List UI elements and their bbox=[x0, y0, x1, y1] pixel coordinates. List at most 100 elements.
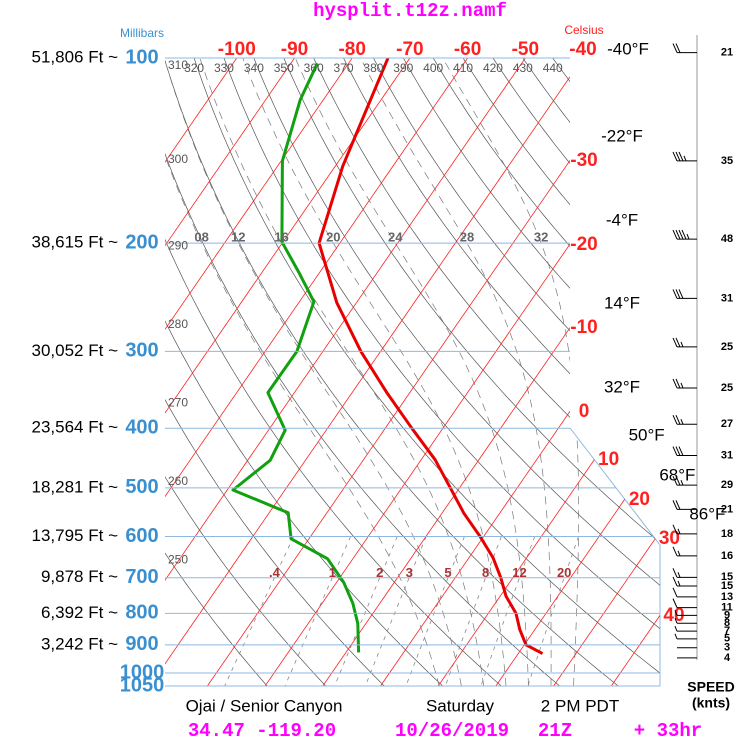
wind-barb bbox=[672, 446, 697, 457]
barb-tick bbox=[675, 229, 681, 240]
barb-tick bbox=[674, 610, 678, 616]
barb-tick bbox=[677, 572, 681, 578]
barb-tick bbox=[672, 337, 678, 348]
wind-speed-label: 11 bbox=[721, 602, 733, 614]
pressure-axis-label: Millibars bbox=[120, 26, 164, 40]
isotherm-label: 40 bbox=[663, 605, 684, 626]
wind-barb bbox=[672, 598, 697, 609]
wind-speed-label: 48 bbox=[721, 233, 733, 245]
barb-tick bbox=[672, 587, 678, 598]
barb-tick bbox=[672, 576, 678, 587]
wind-barb bbox=[672, 475, 697, 486]
pressure-label: 900 bbox=[125, 633, 158, 655]
chart-title: hysplit.t12z.namf bbox=[313, 0, 507, 22]
moist-adiabat-label: 24 bbox=[388, 230, 403, 245]
moist-adiabat-label: 32 bbox=[534, 230, 548, 245]
isotherm bbox=[553, 58, 660, 686]
mixing-ratio-label: 8 bbox=[482, 565, 489, 580]
date: 10/26/2019 bbox=[395, 720, 509, 741]
height-label: 23,564 Ft ~ bbox=[32, 418, 119, 437]
fahrenheit-label: 32°F bbox=[604, 377, 640, 396]
wind-speed-label: 13 bbox=[721, 591, 733, 603]
fahrenheit-label: 86°F bbox=[689, 504, 725, 523]
dry-adiabat bbox=[165, 58, 268, 686]
pressure-label: 400 bbox=[125, 417, 158, 439]
barb-tick bbox=[674, 618, 678, 624]
wind-speed-label: 18 bbox=[721, 528, 733, 540]
pressure-label: 300 bbox=[125, 340, 158, 362]
station: Ojai / Senior Canyon bbox=[186, 696, 343, 715]
barb-tick bbox=[675, 337, 681, 348]
height-label: 38,615 Ft ~ bbox=[32, 233, 119, 252]
dry-adiabat-label: 310 bbox=[168, 58, 188, 72]
barb-tick bbox=[672, 151, 678, 162]
barb-tick bbox=[672, 289, 678, 299]
barb-tick bbox=[686, 233, 690, 240]
moist-adiabat bbox=[165, 58, 440, 686]
barb-tick bbox=[675, 151, 681, 162]
moist-adiabat-label: 28 bbox=[460, 230, 474, 245]
dry-adiabat bbox=[223, 58, 660, 686]
barb-tick bbox=[677, 550, 681, 557]
mixing-ratio-line bbox=[334, 536, 398, 686]
wind-speed-label: 16 bbox=[721, 550, 733, 562]
isotherm-label: -20 bbox=[570, 234, 597, 255]
pressure-label: 200 bbox=[125, 231, 158, 253]
barb-tick bbox=[672, 43, 678, 53]
fahrenheit-label: -22°F bbox=[601, 126, 643, 145]
fahrenheit-label: 68°F bbox=[659, 465, 695, 484]
mixing-ratio-label: .4 bbox=[269, 565, 281, 580]
wind-speed-label: 5 bbox=[724, 633, 730, 645]
wind-barb bbox=[672, 289, 697, 299]
wind-speed-label: 27 bbox=[721, 418, 733, 430]
wind-speed-label: 4 bbox=[724, 652, 731, 664]
wind-barb bbox=[672, 43, 697, 54]
mixing-ratio-label: 20 bbox=[557, 565, 571, 580]
barb-tick bbox=[683, 155, 687, 162]
dry-adiabat bbox=[283, 58, 660, 686]
barb-tick bbox=[677, 528, 681, 535]
wind-axis-label: SPEED bbox=[687, 679, 734, 695]
barb-tick bbox=[672, 229, 678, 240]
dry-adiabat-label: 370 bbox=[334, 61, 354, 75]
height-label: 9,878 Ft ~ bbox=[41, 567, 118, 586]
dry-adiabat-label: 290 bbox=[168, 239, 188, 253]
barb-tick bbox=[672, 546, 678, 557]
moist-adiabat bbox=[442, 58, 579, 686]
barb-tick bbox=[678, 151, 684, 162]
wind-speed-label: 7 bbox=[724, 625, 730, 637]
dry-adiabat-label: 350 bbox=[274, 61, 294, 75]
isotherm bbox=[165, 58, 526, 686]
dry-adiabat-label: 410 bbox=[453, 61, 473, 75]
dry-adiabat bbox=[165, 58, 385, 686]
height-label: 6,392 Ft ~ bbox=[41, 603, 118, 622]
barb-tick bbox=[672, 598, 678, 608]
isotherm bbox=[165, 58, 295, 686]
wind-barb bbox=[672, 587, 697, 598]
barb-tick bbox=[680, 419, 684, 425]
barb-tick bbox=[677, 580, 681, 587]
isotherm-label: -40 bbox=[569, 39, 596, 60]
dry-adiabat bbox=[165, 58, 560, 686]
dry-adiabat-label: 270 bbox=[168, 396, 188, 410]
isotherm-label: 20 bbox=[629, 489, 650, 510]
dry-adiabat-label: 300 bbox=[168, 152, 188, 166]
moist-adiabat-label: 08 bbox=[194, 230, 208, 245]
fahrenheit-label: 14°F bbox=[604, 293, 640, 312]
barb-tick bbox=[672, 378, 678, 389]
barb-tick bbox=[675, 500, 681, 510]
dry-adiabat-label: 390 bbox=[393, 61, 413, 75]
mixing-ratio-line bbox=[405, 536, 465, 686]
isotherm-label: 10 bbox=[598, 449, 619, 470]
barb-tick bbox=[675, 289, 681, 299]
plot-edge bbox=[569, 427, 661, 686]
day: Saturday bbox=[426, 696, 495, 715]
wind-barb bbox=[672, 151, 697, 162]
barb-tick bbox=[672, 568, 678, 578]
isotherm-label: -10 bbox=[570, 317, 597, 338]
mixing-ratio-line bbox=[284, 536, 351, 686]
dry-adiabat-label: 380 bbox=[363, 61, 383, 75]
barb-tick bbox=[675, 446, 681, 456]
barb-tick bbox=[678, 229, 684, 240]
